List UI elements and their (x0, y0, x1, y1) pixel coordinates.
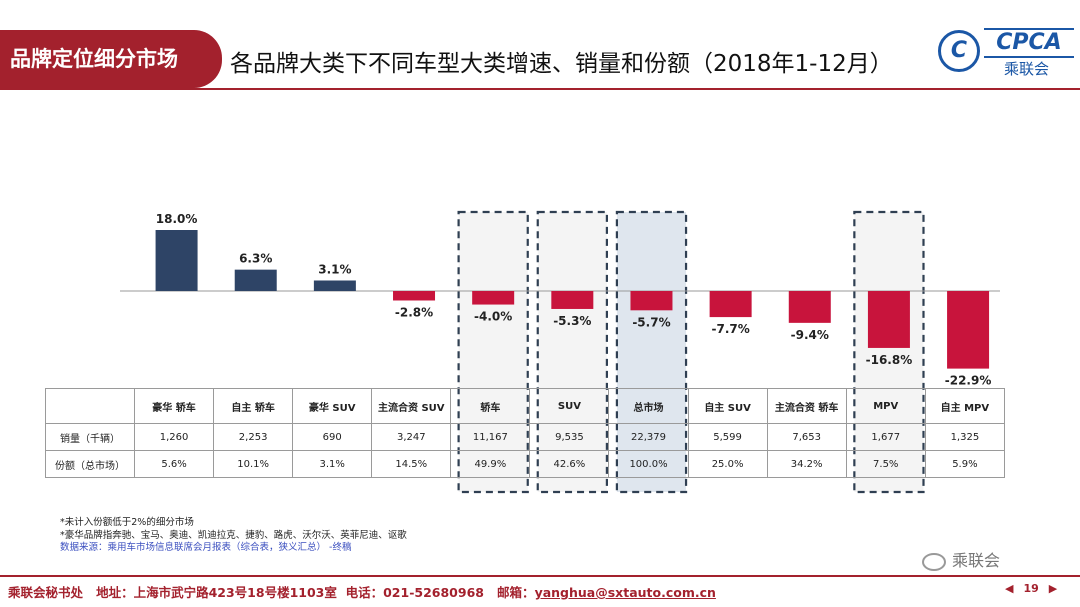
data-label-7: -7.7% (711, 322, 749, 336)
column-header-4: 轿车 (450, 388, 531, 424)
table-cell: 5.9% (924, 450, 1006, 478)
footer-phone-label: 电话： (345, 585, 384, 600)
table-cell: 1,325 (924, 423, 1006, 451)
table-cell: 22,379 (608, 423, 689, 451)
table-cell: 1,677 (845, 423, 926, 451)
column-header-6: 总市场 (608, 388, 689, 424)
column-header-9: MPV (845, 388, 926, 424)
table-corner-cell (45, 388, 135, 424)
watermark-text: 乘联会 (952, 551, 1001, 570)
table-cell: 5.6% (133, 450, 215, 478)
data-label-2: 3.1% (318, 262, 351, 276)
footer-address: 上海市武宁路423号18号楼1103室 (133, 585, 337, 600)
data-label-10: -22.9% (945, 374, 992, 388)
row-label: 份额（总市场） (45, 450, 135, 478)
table-cell: 7.5% (845, 450, 926, 478)
data-label-8: -9.4% (791, 328, 829, 342)
footer-address-label: 地址： (96, 585, 134, 600)
prev-page-icon[interactable]: ◀ (1005, 582, 1014, 595)
watermark: 乘联会 (922, 547, 1000, 571)
data-label-1: 6.3% (239, 252, 272, 266)
wechat-icon (922, 552, 946, 571)
table-cell: 34.2% (766, 450, 847, 478)
column-header-0: 豪华 轿车 (133, 388, 215, 424)
page-number: 19 (1023, 582, 1039, 595)
table-cell: 3.1% (292, 450, 373, 478)
data-table: 豪华 轿车 自主 轿车 豪华 SUV 主流合资 SUV 轿车 SUV 总市场 自主 SUV 主流… (45, 388, 1006, 478)
data-label-4: -4.0% (474, 310, 512, 324)
logo-subtitle: 乘联会 (1004, 60, 1050, 78)
logo-emblem-icon: C (938, 30, 980, 72)
table-row-share: 份额（总市场） 5.6% 10.1% 3.1% 14.5% 49.9% 42.6% 100.… (45, 450, 1006, 478)
footer-org: 乘联会秘书处 (8, 585, 84, 600)
table-header-row: 豪华 轿车 自主 轿车 豪华 SUV 主流合资 SUV 轿车 SUV 总市场 自主 SUV 主流… (45, 388, 1006, 424)
column-header-3: 主流合资 SUV (371, 388, 452, 424)
bar-10 (947, 291, 990, 369)
footnote-1: *未计入份额低于2%的细分市场 (60, 517, 194, 528)
table-cell: 7,653 (766, 423, 847, 451)
footnotes: *未计入份额低于2%的细分市场 *豪华品牌指奔驰、宝马、奥迪、凯迪拉克、捷豹、路… (60, 517, 407, 555)
table-cell: 49.9% (450, 450, 531, 478)
footer-email-label: 邮箱： (497, 585, 535, 600)
table-cell: 11,167 (450, 423, 531, 451)
table-cell: 9,535 (529, 423, 610, 451)
title-divider (0, 88, 1080, 90)
table-cell: 690 (292, 423, 373, 451)
column-header-10: 自主 MPV (924, 388, 1006, 424)
footer-phone: 021-52680968 (383, 585, 484, 600)
row-label: 销量（千辆） (45, 423, 135, 451)
bar-8 (788, 291, 831, 323)
bar-6 (630, 291, 673, 311)
table-cell: 14.5% (371, 450, 452, 478)
footer-email-link[interactable]: yanghua@sxtauto.com.cn (534, 585, 716, 600)
column-header-8: 主流合资 轿车 (766, 388, 847, 424)
data-label-6: -5.7% (632, 315, 670, 329)
table-row-sales: 销量（千辆） 1,260 2,253 690 3,247 11,167 9,535 22,3… (45, 423, 1006, 451)
next-page-icon[interactable]: ▶ (1048, 582, 1058, 595)
column-header-5: SUV (529, 388, 610, 424)
table-cell: 10.1% (213, 450, 294, 478)
table-cell: 3,247 (371, 423, 452, 451)
bar-4 (472, 291, 515, 305)
column-header-1: 自主 轿车 (213, 388, 294, 424)
bar-2 (313, 280, 356, 291)
table-cell: 42.6% (529, 450, 610, 478)
cpca-logo: C CPCA 乘联会 (938, 28, 1076, 78)
table-cell: 5,599 (687, 423, 768, 451)
table-cell: 2,253 (213, 423, 294, 451)
bar-0 (155, 230, 198, 291)
footer-contact: 乘联会秘书处 地址：上海市武宁路423号18号楼1103室 电话：021-526… (8, 582, 716, 601)
logo-text: CPCA (984, 28, 1074, 58)
column-header-7: 自主 SUV (687, 388, 768, 424)
pager: ◀ 19 ▶ (1000, 582, 1062, 595)
data-source-note: 数据来源：乘用车市场信息联席会月报表（综合表，狭义汇总） -终稿 (60, 542, 352, 553)
table-cell: 100.0% (608, 450, 689, 478)
data-label-0: 18.0% (156, 212, 198, 226)
page-title: 各品牌大类下不同车型大类增速、销量和份额（2018年1-12月） (230, 51, 893, 77)
data-label-9: -16.8% (866, 353, 913, 367)
bar-5 (551, 291, 594, 309)
column-header-2: 豪华 SUV (292, 388, 373, 424)
data-label-5: -5.3% (553, 314, 591, 328)
section-tag: 品牌定位细分市场 (0, 30, 222, 88)
footer-divider (0, 575, 1080, 577)
bar-9 (867, 291, 910, 348)
data-label-3: -2.8% (395, 305, 433, 319)
bar-3 (393, 291, 436, 301)
bar-1 (234, 269, 277, 291)
table-cell: 1,260 (133, 423, 215, 451)
table-cell: 25.0% (687, 450, 768, 478)
bar-7 (709, 291, 752, 318)
footnote-2: *豪华品牌指奔驰、宝马、奥迪、凯迪拉克、捷豹、路虎、沃尔沃、英菲尼迪、讴歌 (60, 529, 407, 541)
